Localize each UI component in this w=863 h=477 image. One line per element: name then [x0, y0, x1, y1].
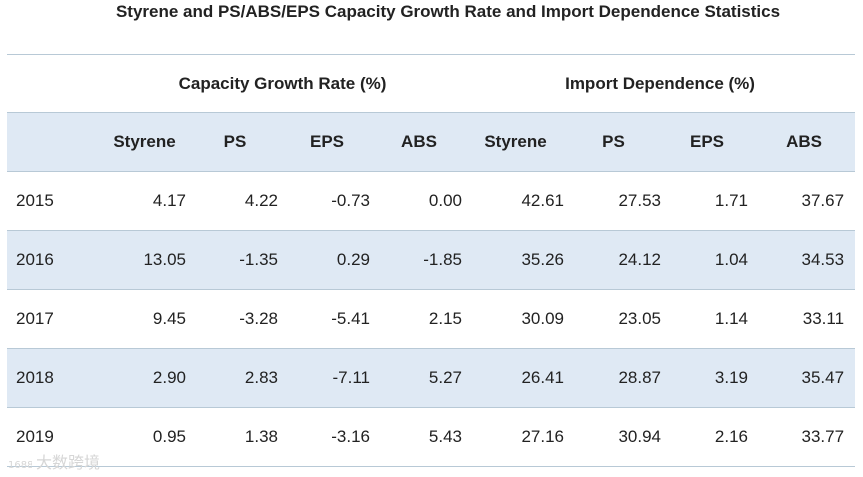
column-header-import-ps: PS — [602, 132, 625, 151]
year-cell: 2017 — [16, 309, 54, 328]
value-cell: -3.16 — [331, 427, 370, 446]
value-cell: -1.85 — [423, 250, 462, 269]
value-cell: 1.14 — [714, 309, 748, 328]
value-cell: 9.45 — [152, 309, 186, 328]
group-header-row: Capacity Growth Rate (%) Import Dependen… — [7, 54, 856, 113]
value-cell: 13.05 — [143, 250, 186, 269]
value-cell: 33.11 — [802, 309, 845, 328]
value-cell: 2.83 — [244, 368, 278, 387]
year-cell: 2016 — [16, 250, 54, 269]
value-cell: 23.05 — [618, 309, 661, 328]
value-cell: 1.71 — [714, 191, 748, 210]
value-cell: -1.35 — [239, 250, 278, 269]
column-header-row: Styrene PS EPS ABS Styrene PS EPS ABS — [7, 112, 856, 172]
value-cell: -3.28 — [239, 309, 278, 328]
column-header-import-styrene: Styrene — [484, 132, 547, 151]
watermark-logo-text: 1688 — [8, 460, 32, 471]
column-header-capacity-ps: PS — [223, 132, 247, 151]
watermark: 1688 大数跨境 — [8, 449, 100, 473]
value-cell: 33.77 — [801, 427, 845, 446]
value-cell: 42.61 — [521, 191, 564, 210]
value-cell: 27.53 — [618, 191, 661, 210]
value-cell: -7.11 — [332, 368, 371, 387]
value-cell: 34.53 — [801, 250, 845, 269]
value-cell: 24.12 — [618, 250, 661, 269]
year-cell: 2018 — [16, 368, 54, 387]
table-row: 2019 0.95 1.38 -3.16 5.43 27.16 30.94 2.… — [7, 408, 856, 467]
year-cell: 2015 — [16, 191, 54, 210]
watermark-logo-icon: 1688 — [8, 460, 32, 471]
table-row: 2018 2.90 2.83 -7.11 5.27 26.41 28.87 3.… — [7, 348, 856, 408]
column-header-import-abs: ABS — [786, 132, 822, 151]
value-cell: 1.04 — [714, 250, 748, 269]
import-dependence-group-header: Import Dependence (%) — [565, 73, 755, 93]
value-cell: 4.22 — [244, 191, 278, 210]
value-cell: 0.95 — [152, 427, 186, 446]
column-header-capacity-abs: ABS — [401, 132, 437, 151]
statistics-table: Capacity Growth Rate (%) Import Dependen… — [7, 54, 856, 467]
group-header-empty — [7, 55, 100, 113]
table-row: 2015 4.17 4.22 -0.73 0.00 42.61 27.53 1.… — [7, 172, 856, 231]
value-cell: 2.16 — [714, 427, 748, 446]
value-cell: 1.38 — [244, 427, 278, 446]
table-row: 2017 9.45 -3.28 -5.41 2.15 30.09 23.05 1… — [7, 290, 856, 349]
value-cell: 35.26 — [521, 250, 564, 269]
value-cell: 28.87 — [618, 368, 661, 387]
value-cell: 35.47 — [801, 368, 845, 387]
value-cell: 0.29 — [336, 250, 370, 269]
year-cell: 2019 — [16, 427, 54, 446]
column-header-capacity-eps: EPS — [309, 132, 345, 151]
value-cell: 5.43 — [428, 427, 462, 446]
value-cell: -0.73 — [331, 191, 370, 210]
capacity-growth-group-header: Capacity Growth Rate (%) — [178, 73, 387, 93]
value-cell: 0.00 — [428, 191, 462, 210]
column-header-year — [7, 113, 100, 172]
value-cell: 5.27 — [428, 368, 462, 387]
value-cell: 30.09 — [521, 309, 564, 328]
value-cell: 37.67 — [801, 191, 845, 210]
value-cell: 3.19 — [714, 368, 748, 387]
table-title: Styrene and PS/ABS/EPS Capacity Growth R… — [115, 2, 781, 21]
watermark-text: 大数跨境 — [36, 453, 101, 472]
value-cell: 30.94 — [618, 427, 661, 446]
value-cell: 4.17 — [152, 191, 186, 210]
table-row: 2016 13.05 -1.35 0.29 -1.85 35.26 24.12 … — [7, 230, 856, 290]
column-header-import-eps: EPS — [689, 132, 725, 151]
value-cell: 2.15 — [428, 309, 462, 328]
column-header-capacity-styrene: Styrene — [113, 132, 176, 151]
value-cell: 26.41 — [521, 368, 564, 387]
value-cell: 2.90 — [152, 368, 186, 387]
value-cell: -5.41 — [331, 309, 370, 328]
value-cell: 27.16 — [521, 427, 564, 446]
